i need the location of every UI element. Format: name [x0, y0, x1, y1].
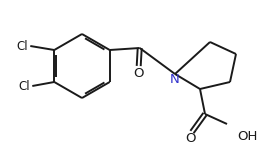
Text: OH: OH [237, 130, 257, 142]
Text: Cl: Cl [19, 79, 30, 93]
Text: O: O [133, 67, 144, 79]
Text: O: O [186, 132, 196, 144]
Text: Cl: Cl [17, 39, 28, 53]
Text: N: N [170, 73, 180, 86]
